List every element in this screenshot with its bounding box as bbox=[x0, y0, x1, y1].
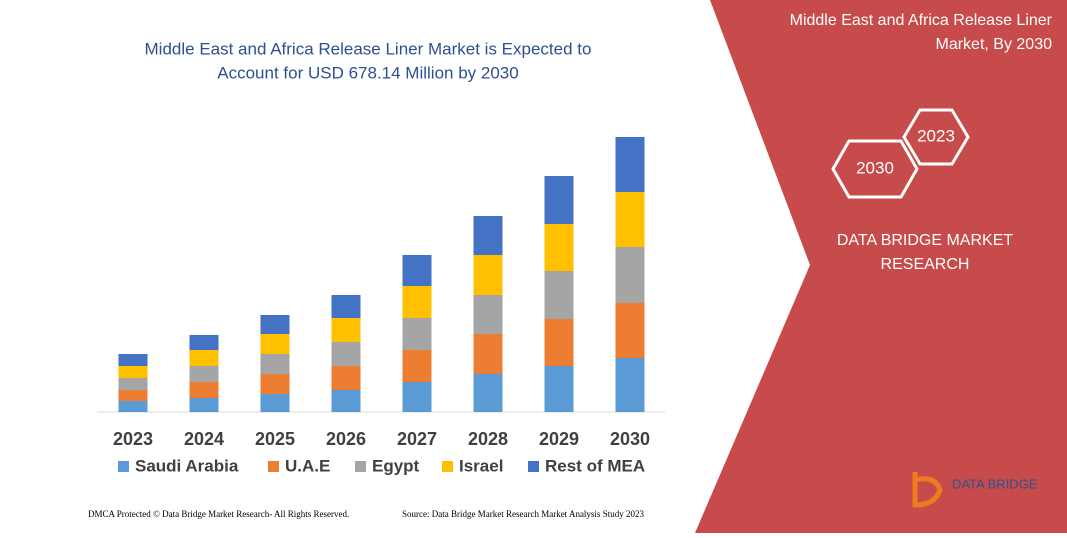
bar-segment bbox=[615, 247, 645, 303]
bar-segment bbox=[331, 342, 361, 366]
hexagon-label: 2030 bbox=[856, 158, 894, 177]
x-tick-label: 2026 bbox=[326, 429, 366, 449]
bar-segment bbox=[331, 390, 361, 412]
bar-segment bbox=[544, 319, 574, 366]
legend-label: Rest of MEA bbox=[545, 456, 645, 475]
hexagon bbox=[902, 108, 970, 166]
bar-segment bbox=[544, 224, 574, 271]
footer-note: Source: Data Bridge Market Research Mark… bbox=[402, 509, 644, 519]
bar-segment bbox=[118, 354, 148, 366]
bar-segment bbox=[331, 318, 361, 342]
side-panel bbox=[695, 0, 1067, 533]
bar-segment bbox=[544, 271, 574, 319]
footer-note: DMCA Protected © Data Bridge Market Rese… bbox=[88, 509, 349, 519]
x-tick-label: 2025 bbox=[255, 429, 295, 449]
bar-segment bbox=[189, 350, 219, 366]
brand-name: RESEARCH bbox=[881, 256, 970, 273]
bar-segment bbox=[260, 394, 290, 412]
x-tick-label: 2029 bbox=[539, 429, 579, 449]
chart-title: Account for USD 678.14 Million by 2030 bbox=[217, 63, 518, 82]
panel-title: Market, By 2030 bbox=[936, 36, 1053, 53]
bar-segment bbox=[473, 374, 503, 412]
x-tick-label: 2023 bbox=[113, 429, 153, 449]
legend-label: Saudi Arabia bbox=[135, 456, 239, 475]
bar-segment bbox=[260, 354, 290, 374]
legend-swatch bbox=[268, 461, 279, 472]
bar-segment bbox=[473, 255, 503, 295]
x-tick-label: 2030 bbox=[610, 429, 650, 449]
hexagon bbox=[831, 139, 919, 199]
bar-segment bbox=[615, 137, 645, 192]
x-tick-label: 2028 bbox=[468, 429, 508, 449]
bar-segment bbox=[615, 192, 645, 247]
bar-segment bbox=[402, 318, 432, 350]
bar-segment bbox=[331, 295, 361, 318]
legend-swatch bbox=[528, 461, 539, 472]
bar-segment bbox=[402, 382, 432, 412]
legend-swatch bbox=[355, 461, 366, 472]
bar-segment bbox=[331, 366, 361, 390]
legend-label: U.A.E bbox=[285, 456, 330, 475]
panel-title: Middle East and Africa Release Liner bbox=[790, 12, 1053, 29]
bar-segment bbox=[189, 382, 219, 398]
legend-label: Egypt bbox=[372, 456, 420, 475]
chart-title: Middle East and Africa Release Liner Mar… bbox=[145, 39, 592, 58]
bar-segment bbox=[260, 315, 290, 334]
bar-segment bbox=[402, 255, 432, 286]
bar-segment bbox=[544, 176, 574, 224]
brand-name: DATA BRIDGE MARKET bbox=[837, 232, 1014, 249]
legend-swatch bbox=[442, 461, 453, 472]
bar-segment bbox=[189, 366, 219, 382]
bar-segment bbox=[473, 334, 503, 374]
x-tick-label: 2024 bbox=[184, 429, 224, 449]
hexagon-label: 2023 bbox=[917, 126, 955, 145]
bar-segment bbox=[189, 335, 219, 350]
bar-segment bbox=[118, 378, 148, 390]
bar-segment bbox=[473, 216, 503, 255]
logo-text: DATA BRIDGE bbox=[952, 476, 1038, 491]
bar-segment bbox=[260, 334, 290, 354]
bar-segment bbox=[260, 374, 290, 394]
bar-segment bbox=[118, 390, 148, 401]
bar-segment bbox=[118, 366, 148, 378]
bar-segment bbox=[615, 303, 645, 358]
x-tick-label: 2027 bbox=[397, 429, 437, 449]
legend-swatch bbox=[118, 461, 129, 472]
bar-segment bbox=[402, 286, 432, 318]
logo-icon bbox=[912, 472, 943, 508]
bar-segment bbox=[402, 350, 432, 382]
bar-segment bbox=[118, 401, 148, 412]
legend-label: Israel bbox=[459, 456, 503, 475]
bar-segment bbox=[189, 398, 219, 412]
bar-segment bbox=[544, 366, 574, 412]
bar-segment bbox=[615, 358, 645, 412]
bar-segment bbox=[473, 295, 503, 334]
